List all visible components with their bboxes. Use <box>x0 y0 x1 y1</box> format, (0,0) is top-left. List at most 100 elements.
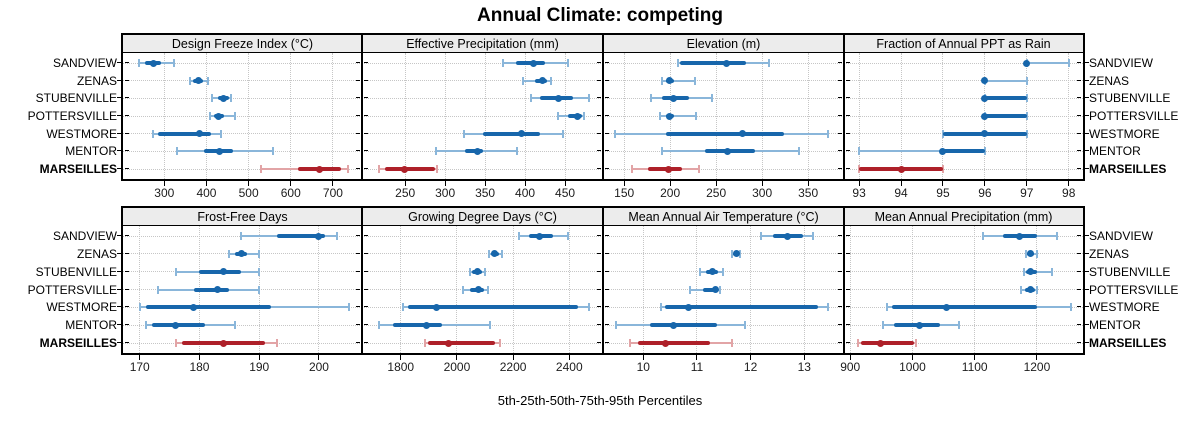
whisker-cap-low <box>613 129 616 138</box>
whisker-cap-low <box>689 285 692 294</box>
row-tick <box>117 133 121 134</box>
axis-tick <box>715 181 717 186</box>
row-tick <box>356 133 360 134</box>
axis-tick <box>1068 181 1070 186</box>
panel-title: Elevation (m) <box>686 37 761 51</box>
axis-tick <box>139 355 141 360</box>
panel-block-border <box>121 206 1085 355</box>
gridline-horizontal <box>844 168 1083 170</box>
axis-tick-label: 10 <box>636 360 650 374</box>
whisker-cap-low <box>699 267 702 276</box>
row-tick <box>838 133 842 134</box>
whisker-cap-high <box>1035 249 1038 258</box>
axis-tick-label: 95 <box>936 186 950 200</box>
gridline-horizontal <box>603 97 844 99</box>
axis-tick-label: 350 <box>798 186 819 200</box>
whisker-cap-low <box>630 165 633 173</box>
row-label-left: ZENAS <box>76 73 117 88</box>
row-label-right: SANDVIEW <box>1089 229 1154 243</box>
median-dot <box>708 268 716 276</box>
row-tick <box>597 289 601 290</box>
whisker-cap-low <box>488 249 491 258</box>
whisker-cap-low <box>858 147 861 156</box>
whisker-cap-high <box>719 285 721 294</box>
axis-tick-label: 98 <box>1062 186 1076 200</box>
iqr-bar-25-75 <box>638 341 710 345</box>
median-dot <box>661 339 669 347</box>
median-dot <box>213 286 221 293</box>
axis-tick-label: 300 <box>435 186 456 200</box>
row-tick <box>364 235 368 236</box>
row-tick <box>1077 133 1081 134</box>
axis-tick <box>803 355 805 360</box>
row-tick <box>356 235 360 236</box>
median-dot <box>784 232 792 240</box>
row-tick <box>846 168 850 169</box>
median-dot <box>529 59 537 67</box>
axis-tick <box>807 181 809 186</box>
row-tick <box>1085 168 1089 169</box>
panel-block-border <box>121 33 1085 181</box>
row-tick <box>364 324 368 325</box>
row-tick <box>364 115 368 116</box>
row-tick <box>597 115 601 116</box>
row-tick <box>597 324 601 325</box>
axis-tick-label: 400 <box>515 186 536 200</box>
median-dot <box>433 303 441 311</box>
whisker-cap-high <box>983 147 986 156</box>
whisker-cap-high <box>827 303 830 312</box>
median-dot <box>444 339 452 347</box>
whisker-cap-low <box>1022 267 1025 276</box>
row-tick <box>125 235 129 236</box>
whisker-cap-low <box>529 94 532 103</box>
whisker-cap-high <box>743 321 746 330</box>
median-dot <box>315 232 323 240</box>
iqr-bar-25-75 <box>428 341 495 345</box>
gridline-horizontal <box>844 289 1083 290</box>
row-tick <box>605 324 609 325</box>
row-tick <box>364 80 368 81</box>
row-label-right: MENTOR <box>1089 144 1141 159</box>
panel-title: Design Freeze Index (°C) <box>171 37 314 51</box>
whisker-cap-high <box>549 76 552 85</box>
whisker-5-95 <box>984 79 1027 82</box>
gridline-horizontal <box>603 168 844 170</box>
row-tick <box>125 324 129 325</box>
whisker-cap-low <box>175 147 178 156</box>
row-tick <box>125 133 129 134</box>
gridline-horizontal <box>362 168 603 170</box>
whisker-cap-high <box>588 303 591 312</box>
row-label-left: WESTMORE <box>46 126 117 141</box>
gridline-horizontal <box>844 80 1083 82</box>
median-dot <box>732 250 740 258</box>
row-label-right: WESTMORE <box>1089 300 1160 315</box>
axis-tick <box>761 181 763 186</box>
axis-tick-label: 200 <box>308 360 329 374</box>
whisker-cap-low <box>981 232 984 240</box>
whisker-cap-high <box>812 232 815 240</box>
row-tick <box>117 342 121 343</box>
whisker-cap-high <box>1035 285 1038 294</box>
row-tick <box>838 342 842 343</box>
row-tick <box>1085 97 1089 98</box>
whisker-cap-high <box>234 321 237 330</box>
median-dot <box>473 268 481 276</box>
axis-tick-label: 900 <box>840 360 861 374</box>
whisker-cap-low <box>377 321 380 330</box>
whisker-cap-low <box>377 165 380 173</box>
median-dot <box>474 286 482 293</box>
median-dot <box>215 147 223 155</box>
row-tick <box>117 168 121 169</box>
whisker-5-95 <box>859 150 985 153</box>
whisker-cap-low <box>857 339 860 347</box>
iqr-bar-25-75 <box>649 323 717 328</box>
axis-tick-label: 1100 <box>961 360 988 374</box>
whisker-cap-high <box>797 147 800 156</box>
row-label-left: MENTOR <box>65 318 117 333</box>
row-tick <box>846 253 850 254</box>
gridline-horizontal <box>844 253 1083 255</box>
row-tick <box>364 289 368 290</box>
row-tick <box>125 253 129 254</box>
whisker-cap-high <box>220 129 223 138</box>
